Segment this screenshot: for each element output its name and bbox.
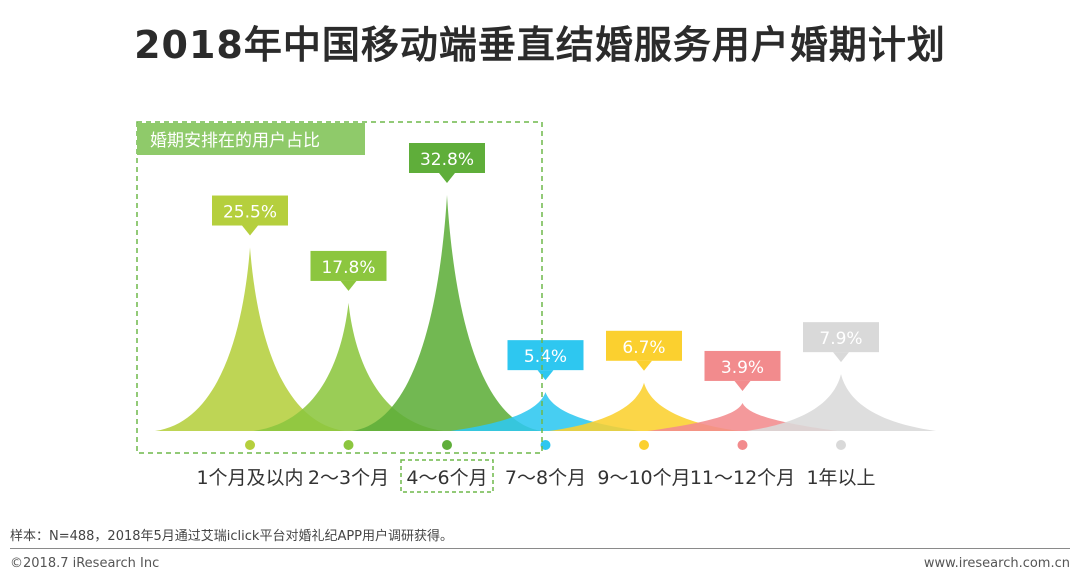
value-label-pointer-1	[340, 280, 357, 291]
value-label-box-3	[507, 340, 584, 371]
value-label-2: 32.8%	[420, 150, 474, 170]
category-label-1: 2～3个月	[308, 467, 389, 489]
highlight-box-label-bg	[137, 123, 365, 155]
value-label-box-2	[409, 143, 485, 173]
category-label-6: 1年以上	[806, 467, 875, 489]
footer-note: 样本：N=488，2018年5月通过艾瑞iclick平台对婚礼纪APP用户调研获…	[10, 529, 454, 544]
base-dot-4	[639, 440, 649, 450]
base-dot-1	[343, 440, 354, 450]
chart-category-labels: 1个月及以内 2～3个月 4～6个月 7～8个月 9～10个月 11～12个月 1年以上	[196, 467, 875, 489]
value-label-box-0	[212, 195, 288, 226]
value-label-box-5	[704, 350, 781, 381]
value-label-pointer-0	[242, 225, 258, 236]
peak-2	[352, 195, 542, 431]
value-label-pointer-3	[537, 370, 554, 381]
page-title: 2018年中国移动端垂直结婚服务用户婚期计划	[134, 23, 946, 67]
value-label-3: 5.4%	[524, 347, 567, 367]
peak-3	[450, 392, 641, 431]
value-label-pointer-6	[833, 352, 849, 363]
value-label-4: 6.7%	[622, 338, 665, 358]
value-label-5: 3.9%	[721, 358, 764, 378]
highlight-box-label: 婚期安排在的用户占比	[150, 131, 320, 151]
value-label-pointer-5	[734, 380, 751, 391]
value-label-box-4	[606, 330, 682, 361]
category-label-2: 4～6个月	[406, 467, 487, 489]
highlight-box: 婚期安排在的用户占比	[136, 121, 543, 493]
peak-6	[746, 374, 936, 431]
peak-1	[253, 302, 444, 431]
chart-data-labels: 25.5% 17.8% 32.8% 5.4% 6.7% 3.9% 7.9%	[212, 143, 879, 391]
category-label-5: 11～12个月	[690, 467, 795, 489]
base-dot-2	[442, 440, 452, 450]
category-label-4: 9～10个月	[597, 467, 690, 489]
base-dot-6	[836, 440, 846, 450]
highlight-category-frame	[400, 459, 494, 493]
base-dot-0	[245, 440, 255, 450]
base-dot-3	[540, 440, 551, 450]
highlight-box-frame	[136, 121, 543, 454]
value-label-pointer-4	[636, 360, 652, 371]
peak-0	[155, 247, 345, 431]
category-label-0: 1个月及以内	[196, 467, 303, 489]
value-label-box-6	[803, 322, 879, 353]
chart-dots	[245, 440, 846, 450]
chart: 25.5% 17.8% 32.8% 5.4% 6.7% 3.9% 7.9% 1个月及以内 2～…	[136, 121, 936, 493]
value-label-0: 25.5%	[223, 203, 277, 223]
value-label-box-1	[310, 250, 387, 281]
site-url: www.iresearch.com.cn	[923, 556, 1070, 571]
footer-divider	[10, 548, 1070, 549]
category-label-3: 7～8个月	[505, 467, 586, 489]
base-dot-5	[737, 440, 748, 450]
chart-peaks	[155, 195, 936, 431]
value-label-1: 17.8%	[321, 258, 375, 278]
peak-4	[549, 382, 739, 431]
value-label-pointer-2	[439, 173, 455, 183]
value-label-6: 7.9%	[819, 329, 862, 349]
copyright: ©2018.7 iResearch Inc	[10, 556, 160, 571]
